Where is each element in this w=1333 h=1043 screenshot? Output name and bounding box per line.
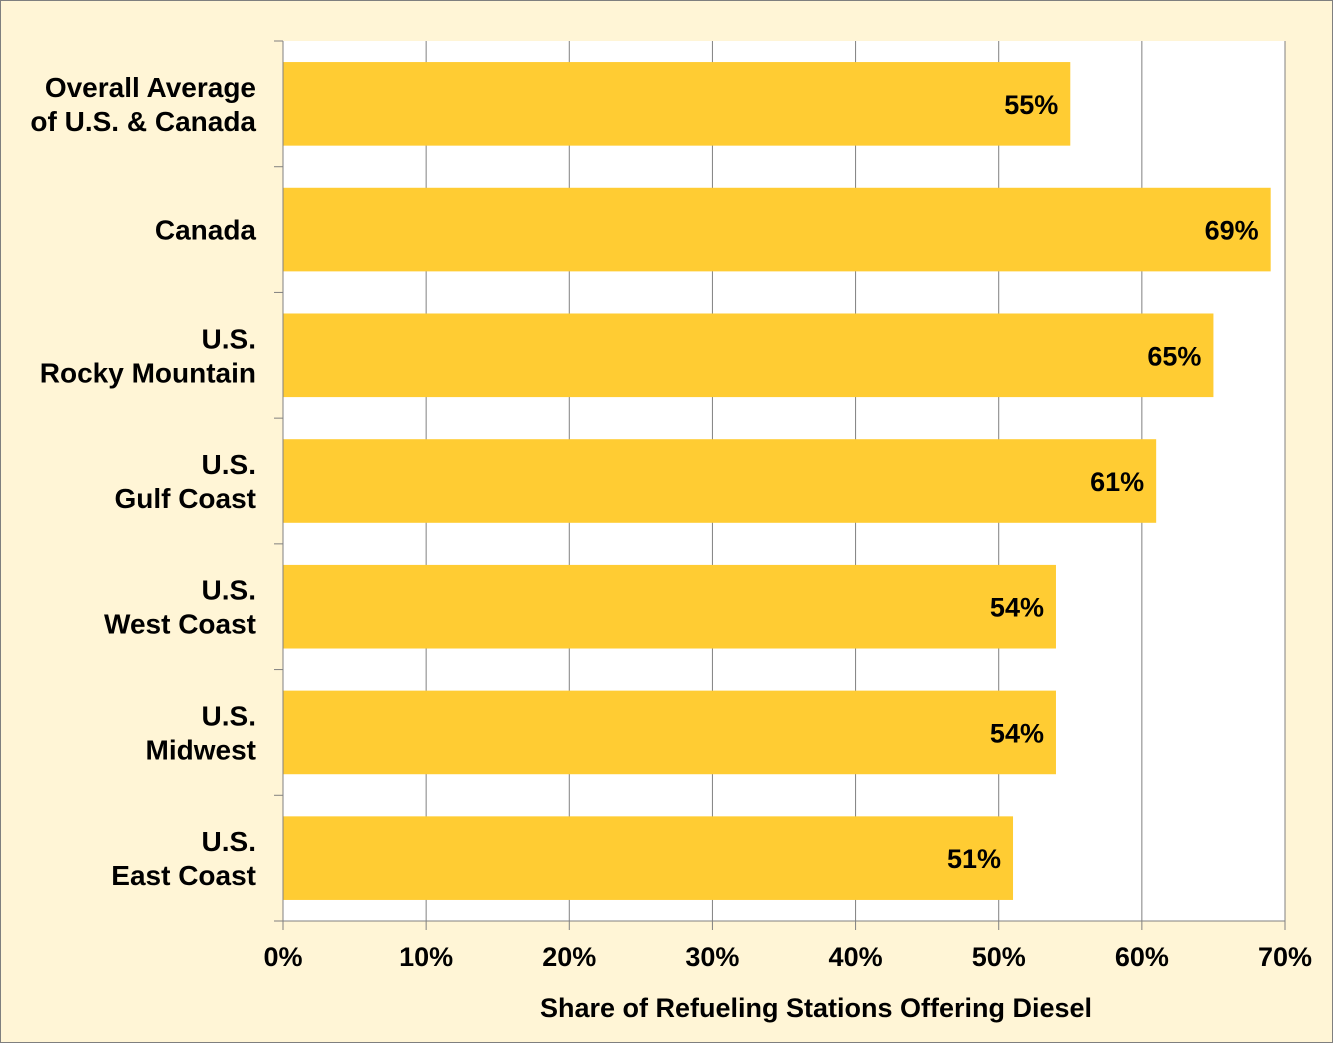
category-label-line: Midwest <box>146 734 256 765</box>
category-label: U.S. West Coast <box>104 575 256 640</box>
x-tick-label: 40% <box>829 942 883 972</box>
bar <box>283 816 1014 900</box>
category-label: U.S. Rocky Mountain <box>40 323 256 388</box>
bar <box>283 690 1056 775</box>
category-labels: Overall Average of U.S. & Canada Canada U.S… <box>30 72 256 891</box>
data-label: 65% <box>1147 341 1201 371</box>
x-tick-label: 30% <box>685 942 739 972</box>
bar <box>283 439 1157 523</box>
category-label-line: Rocky Mountain <box>40 357 256 388</box>
category-label: U.S. Midwest <box>146 700 256 765</box>
bar <box>283 313 1214 398</box>
category-label-line: East Coast <box>111 860 256 891</box>
data-label: 61% <box>1090 467 1144 497</box>
data-label: 69% <box>1205 216 1259 246</box>
category-label-line: Overall Average <box>45 72 256 103</box>
category-label-line: U.S. <box>202 449 256 480</box>
category-label-line: of U.S. & Canada <box>30 106 256 137</box>
x-tick-labels: 0% 10% 20% 30% 40% 50% 60% 70% <box>263 942 1312 972</box>
bars: 55% 69% 65% 61% 54% 54% 51% <box>283 62 1271 900</box>
axes <box>274 40 1286 930</box>
category-label: Canada <box>155 215 257 246</box>
bar <box>283 187 1271 272</box>
x-tick-label: 60% <box>1115 942 1169 972</box>
category-label: U.S. Gulf Coast <box>114 449 256 514</box>
bar <box>283 62 1071 146</box>
x-tick-label: 50% <box>972 942 1026 972</box>
data-label: 54% <box>990 593 1044 623</box>
data-label: 51% <box>947 844 1001 874</box>
data-label: 54% <box>990 718 1044 748</box>
category-label-line: U.S. <box>202 826 256 857</box>
category-label-line: U.S. <box>202 323 256 354</box>
x-tick-label: 70% <box>1258 942 1312 972</box>
category-label-line: Canada <box>155 215 257 246</box>
x-tick-label: 20% <box>542 942 596 972</box>
x-tick-label: 0% <box>263 942 302 972</box>
category-label-line: U.S. <box>202 575 256 606</box>
data-label: 55% <box>1004 90 1058 120</box>
bar <box>283 564 1056 649</box>
category-label: U.S. East Coast <box>111 826 256 891</box>
x-tick-label: 10% <box>399 942 453 972</box>
category-label-line: West Coast <box>104 609 256 640</box>
category-label: Overall Average of U.S. & Canada <box>30 72 256 137</box>
category-label-line: U.S. <box>202 700 256 731</box>
x-axis-title: Share of Refueling Stations Offering Die… <box>540 993 1092 1023</box>
category-label-line: Gulf Coast <box>114 483 256 514</box>
